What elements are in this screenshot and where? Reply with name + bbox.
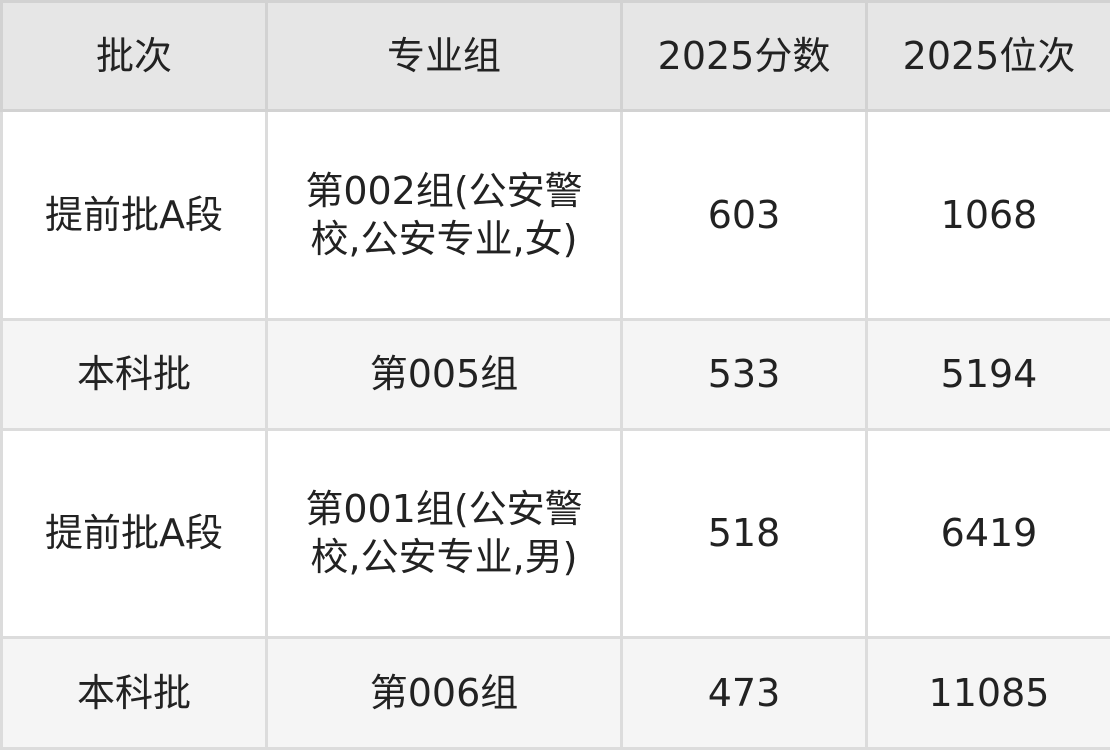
cell-major-group: 第005组 bbox=[265, 317, 623, 432]
cell-major-group: 第002组(公安警校,公安专业,女) bbox=[265, 109, 623, 321]
cell-major-group: 第001组(公安警校,公安专业,男) bbox=[265, 428, 623, 639]
cell-batch: 本科批 bbox=[0, 635, 268, 750]
cell-batch: 提前批A段 bbox=[0, 428, 268, 639]
cell-batch: 提前批A段 bbox=[0, 109, 268, 321]
cell-score: 533 bbox=[620, 317, 868, 432]
header-score: 2025分数 bbox=[620, 0, 868, 113]
table-row: 提前批A段 第002组(公安警校,公安专业,女) 603 1068 bbox=[0, 109, 1110, 321]
header-row: 批次 专业组 2025分数 2025位次 bbox=[0, 0, 1110, 113]
cell-rank: 11085 bbox=[865, 635, 1110, 750]
header-rank: 2025位次 bbox=[865, 0, 1110, 113]
cell-score: 473 bbox=[620, 635, 868, 750]
table-row: 本科批 第005组 533 5194 bbox=[0, 317, 1110, 432]
cell-rank: 5194 bbox=[865, 317, 1110, 432]
header-major-group: 专业组 bbox=[265, 0, 623, 113]
cell-rank: 6419 bbox=[865, 428, 1110, 639]
cell-rank: 1068 bbox=[865, 109, 1110, 321]
table-row: 提前批A段 第001组(公安警校,公安专业,男) 518 6419 bbox=[0, 428, 1110, 639]
header-batch: 批次 bbox=[0, 0, 268, 113]
table-row: 本科批 第006组 473 11085 bbox=[0, 635, 1110, 750]
cell-batch: 本科批 bbox=[0, 317, 268, 432]
cell-score: 518 bbox=[620, 428, 868, 639]
cell-score: 603 bbox=[620, 109, 868, 321]
cell-major-group: 第006组 bbox=[265, 635, 623, 750]
